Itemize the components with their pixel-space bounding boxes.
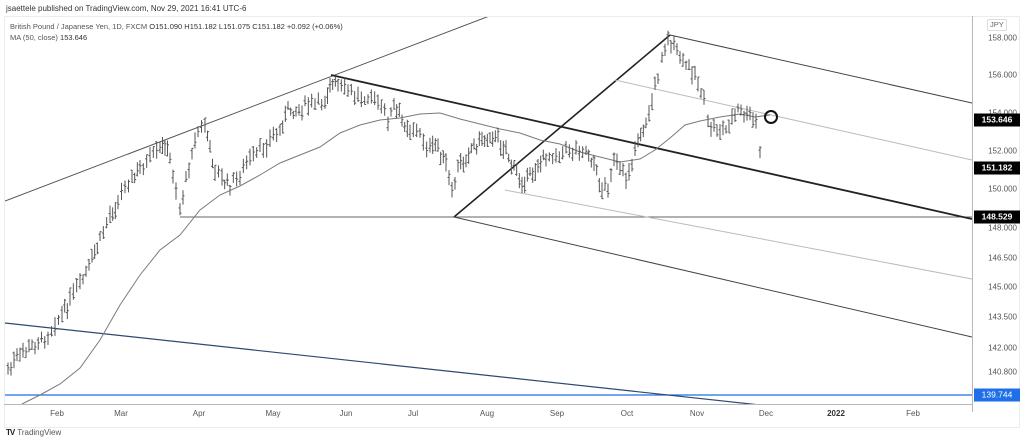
pitchfork-mid-lower[interactable]: [504, 189, 972, 280]
price-tick: 158.000: [988, 33, 1017, 43]
price-change: +0.092 (+0.06%): [286, 22, 343, 31]
time-label: Mar: [114, 409, 128, 418]
time-label: 2022: [827, 409, 845, 418]
ma-line: MA (50, close) 153.646: [10, 32, 343, 43]
time-label: Aug: [479, 409, 495, 418]
time-label: Jun: [339, 409, 353, 418]
time-label: Jul: [407, 409, 419, 418]
ohlc-values: O151.090 H151.182 L151.075 C151.182: [149, 22, 285, 31]
time-label: Oct: [620, 409, 634, 418]
price-tick: 148.000: [988, 223, 1017, 233]
price-badge-level: 148.529: [974, 210, 1020, 224]
publisher-line: jsaettele published on TradingView.com, …: [6, 4, 247, 13]
price-axis[interactable]: JPY 158.000 156.000 154.000 152.000 150.000 1…: [972, 16, 1021, 412]
price-tick: 142.000: [988, 343, 1017, 353]
ma-value: 153.646: [60, 33, 88, 42]
price-tick: 152.000: [988, 146, 1017, 156]
time-label: Feb: [50, 409, 64, 418]
price-badge-blue-level: 139.744: [974, 388, 1020, 402]
price-tick: 150.000: [988, 184, 1017, 194]
symbol-line: British Pound / Japanese Yen, 1D, FXCM O…: [10, 21, 343, 32]
circle-marker[interactable]: [764, 110, 778, 124]
descending-trendline[interactable]: [330, 74, 972, 220]
currency-label[interactable]: JPY: [987, 19, 1007, 31]
price-tick: 143.500: [988, 312, 1017, 322]
pitchfork-upper-tine[interactable]: [669, 34, 972, 104]
footer-branding: TV TradingView: [6, 428, 61, 437]
ma-label[interactable]: MA (50, close): [10, 33, 58, 42]
time-label: Feb: [906, 409, 920, 418]
tradingview-logo-icon: TV: [6, 428, 15, 437]
time-label: Sep: [549, 409, 565, 418]
time-label: May: [265, 409, 281, 418]
pitchfork-handle[interactable]: [453, 34, 671, 218]
pitchfork-median[interactable]: [614, 79, 972, 161]
pitchfork-lower-tine[interactable]: [453, 216, 972, 338]
price-bars: [6, 30, 762, 376]
price-badge-ma: 153.646: [974, 113, 1020, 127]
ma50-line[interactable]: [21, 112, 771, 404]
price-tick: 140.800: [988, 367, 1017, 377]
price-tick: 146.500: [988, 253, 1017, 263]
chart-legend: British Pound / Japanese Yen, 1D, FXCM O…: [10, 21, 343, 43]
price-tick: 145.000: [988, 282, 1017, 292]
navy-trendline[interactable]: [5, 322, 760, 405]
time-label: Nov: [689, 409, 705, 418]
time-label: Dec: [758, 409, 774, 418]
time-label: Apr: [192, 409, 206, 418]
symbol-name[interactable]: British Pound / Japanese Yen, 1D, FXCM: [10, 22, 148, 31]
time-axis[interactable]: Feb Mar Apr May Jun Jul Aug Sep Oct Nov Dec 2022 Feb: [4, 404, 972, 425]
price-tick: 156.000: [988, 70, 1017, 80]
rising-trendline[interactable]: [5, 15, 492, 202]
price-tick: 154.000: [988, 109, 1017, 118]
brand-name: TradingView: [17, 428, 62, 437]
price-badge-last: 151.182: [974, 161, 1020, 175]
